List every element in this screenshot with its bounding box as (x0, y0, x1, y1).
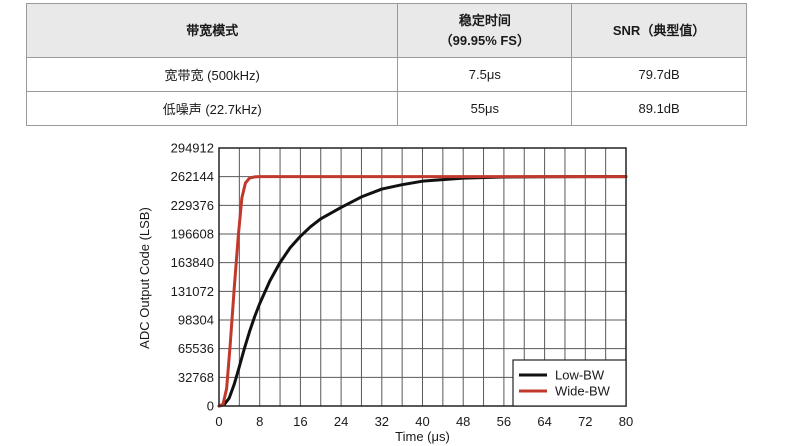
chart-ticks: 0 8 16 24 32 40 48 56 64 72 80 0 32768 65536 98304 1310… (171, 141, 634, 430)
header-settling-subtitle: （99.95% FS） (439, 32, 530, 48)
y-tick-label: 65536 (178, 341, 214, 356)
x-tick-label: 40 (415, 414, 429, 429)
row-settling: 7.5μs (397, 57, 573, 92)
x-axis-label: Time (μs) (395, 429, 450, 444)
x-tick-label: 56 (497, 414, 511, 429)
y-tick-label: 196608 (171, 227, 214, 242)
y-tick-label: 98304 (178, 313, 214, 328)
header-bandwidth-mode: 带宽模式 (25, 3, 399, 58)
row-snr: 79.7dB (571, 57, 747, 92)
header-snr: SNR（典型值） (571, 3, 747, 58)
chart-series (217, 175, 628, 408)
y-tick-label: 294912 (171, 141, 214, 156)
table-row: 低噪声 (22.7kHz) 55μs 89.1dB (25, 91, 747, 126)
y-tick-label: 0 (207, 399, 214, 414)
row-settling: 55μs (397, 91, 573, 126)
header-settling-title: 稳定时间 (458, 12, 511, 28)
x-tick-label: 8 (256, 414, 263, 429)
x-tick-label: 0 (215, 414, 222, 429)
x-tick-label: 72 (578, 414, 592, 429)
bandwidth-spec-table: 带宽模式 稳定时间 （99.95% FS） SNR（典型值） 宽带宽 (500k… (25, 3, 747, 126)
y-tick-label: 32768 (178, 370, 214, 385)
table-row: 宽带宽 (500kHz) 7.5μs 79.7dB (25, 57, 747, 92)
y-tick-label: 229376 (171, 198, 214, 213)
plot-frame (218, 147, 627, 407)
table-header-row: 带宽模式 稳定时间 （99.95% FS） SNR（典型值） (25, 3, 747, 58)
chart-grid (218, 147, 627, 407)
y-axis-label: ADC Output Code (LSB) (137, 207, 152, 349)
x-tick-label: 16 (293, 414, 307, 429)
row-snr: 89.1dB (571, 91, 747, 126)
row-mode: 低噪声 (22.7kHz) (25, 91, 399, 126)
y-tick-label: 131072 (171, 284, 214, 299)
legend-label: Wide-BW (555, 384, 611, 399)
y-tick-label: 163840 (171, 255, 214, 270)
x-tick-label: 48 (456, 414, 470, 429)
row-mode: 宽带宽 (500kHz) (25, 57, 399, 92)
x-tick-label: 64 (537, 414, 551, 429)
x-tick-label: 24 (334, 414, 348, 429)
x-tick-label: 32 (375, 414, 389, 429)
wide-bw-line (217, 175, 628, 408)
y-tick-label: 262144 (171, 169, 214, 184)
legend-box (512, 359, 627, 407)
legend-label: Low-BW (555, 368, 605, 383)
x-tick-label: 80 (619, 414, 633, 429)
